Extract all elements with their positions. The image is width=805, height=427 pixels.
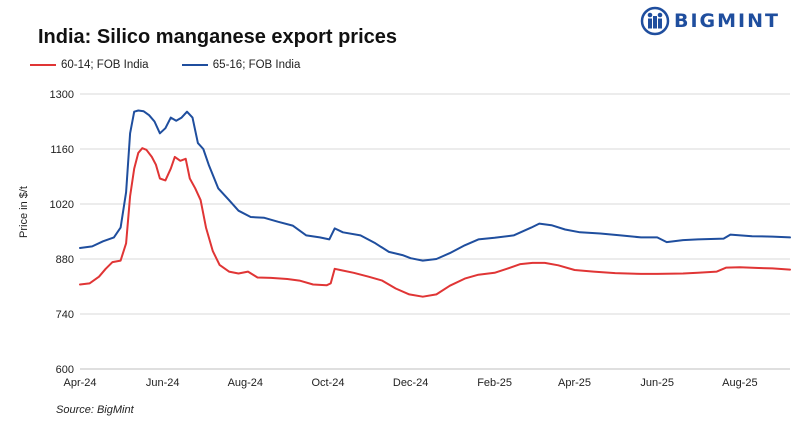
- y-tick-label: 1160: [50, 144, 74, 156]
- x-tick-label: Aug-24: [228, 377, 263, 389]
- series-line-2: [79, 109, 791, 262]
- y-tick-label: 880: [56, 254, 74, 266]
- x-tick-label: Oct-24: [311, 377, 344, 389]
- series-line-1: [79, 147, 791, 298]
- chart-legend: 60-14; FOB India 65-16; FOB India: [30, 57, 330, 71]
- x-tick-label: Apr-24: [63, 377, 96, 389]
- x-tick-label: Aug-25: [722, 377, 757, 389]
- axes: 600 740 880 1020 1160 1300 Apr-24 Jun-24 Aug-24 O…: [50, 89, 790, 389]
- legend-item-series-1: 60-14; FOB India: [30, 59, 149, 71]
- y-tick-label: 600: [56, 364, 74, 376]
- y-axis-label: Price in $/t: [18, 186, 30, 238]
- x-tick-label: Jun-25: [640, 377, 674, 389]
- legend-swatch-series-1: [30, 64, 56, 66]
- legend-swatch-series-2: [181, 64, 208, 66]
- y-tick-label: 1020: [50, 199, 74, 211]
- series-lines: [79, 109, 791, 298]
- source-note: Source: BigMint: [56, 404, 134, 416]
- x-tick-label: Jun-24: [146, 377, 180, 389]
- gridlines: [80, 93, 790, 370]
- brand-logo: BIGMINT: [640, 6, 780, 36]
- chart-title: India: Silico manganese export prices: [38, 26, 398, 48]
- y-tick-label: 1300: [50, 89, 74, 101]
- legend-label-series-1: 60-14; FOB India: [61, 59, 149, 71]
- legend-label-series-2: 65-16; FOB India: [212, 59, 301, 71]
- x-tick-label: Apr-25: [558, 377, 591, 389]
- y-tick-label: 740: [56, 309, 74, 321]
- x-tick-label: Dec-24: [393, 377, 428, 389]
- brand-name: BIGMINT: [674, 10, 780, 32]
- legend-item-series-2: 65-16; FOB India: [181, 59, 301, 71]
- bigmint-logo-icon: [640, 6, 670, 36]
- x-tick-label: Feb-25: [477, 377, 512, 389]
